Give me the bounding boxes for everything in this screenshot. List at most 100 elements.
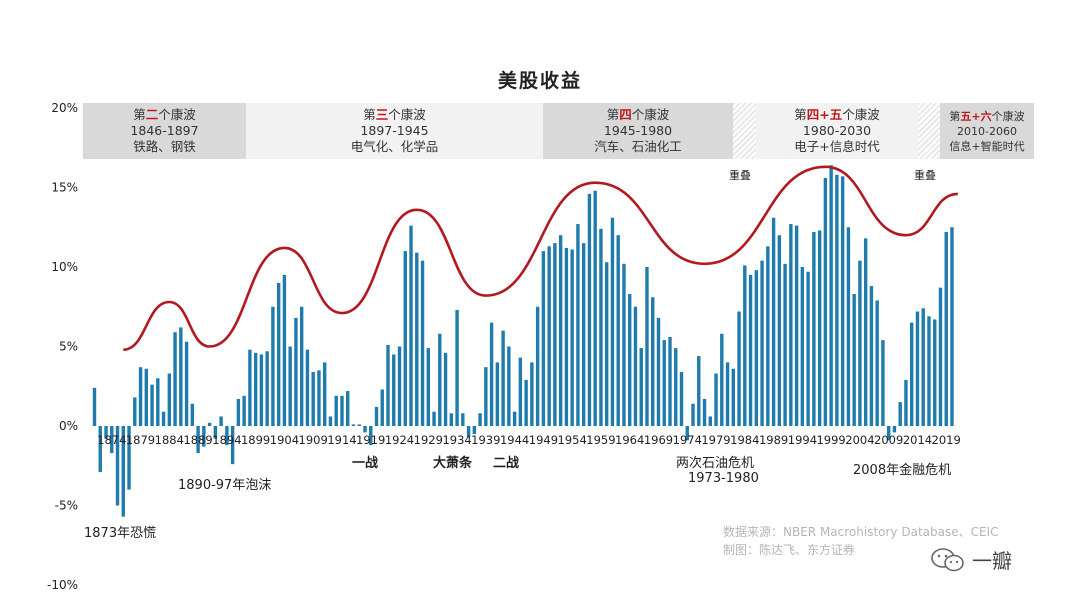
y-tick-label: -5% (55, 499, 78, 513)
bar-1997 (817, 230, 822, 426)
bar-1931 (438, 333, 442, 426)
chart-title: 美股收益 (497, 70, 582, 92)
x-tick-label: 1909 (299, 433, 328, 447)
bar-1880 (144, 368, 148, 426)
y-tick-label: 10% (51, 260, 78, 274)
bar-1927 (415, 252, 419, 426)
x-tick-label: 1999 (816, 433, 845, 447)
bar-1915 (346, 391, 350, 426)
x-tick-label: 1969 (644, 433, 673, 447)
x-tick-label: 1884 (155, 433, 184, 447)
bar-1919 (369, 426, 373, 446)
bar-1874 (110, 426, 114, 454)
bar-1954 (570, 249, 574, 426)
bar-2019 (944, 232, 948, 426)
bar-1875 (115, 426, 120, 506)
bar-1993 (794, 225, 799, 426)
bar-1985 (748, 274, 753, 426)
bar-1934 (455, 309, 459, 426)
bar-1963 (622, 263, 626, 426)
bar-1939 (484, 367, 488, 426)
bar-2003 (852, 294, 856, 426)
bar-1876 (121, 426, 125, 517)
bar-1986 (754, 270, 759, 426)
bar-1950 (547, 246, 551, 426)
wave-box-3: 第三个康波 1897-1945 电气化、化学品 (246, 103, 543, 159)
overlap-hatch-1 (733, 103, 756, 159)
bar-1941 (495, 362, 500, 426)
y-tick-label: 15% (51, 181, 78, 195)
x-tick-label: 1899 (241, 433, 270, 447)
annotation-bubble-1890: 1890-97年泡沫 (178, 478, 272, 493)
bar-1998 (823, 177, 828, 426)
bar-1973 (679, 371, 684, 426)
bar-1897 (242, 395, 246, 426)
bar-1992 (789, 224, 793, 426)
bar-1923 (392, 354, 396, 426)
author-line: 制图：陈达飞、东方证券 (723, 543, 856, 557)
wave-box-5-6: 第五+六个康波 2010-2060 信息+智能时代 (940, 103, 1034, 159)
x-tick-label: 2014 (903, 433, 932, 447)
bar-1944 (512, 411, 517, 426)
annotation-ww2: 二战 (493, 456, 520, 471)
y-tick-label: 5% (59, 340, 78, 354)
bar-2016 (927, 316, 931, 426)
bar-1924 (397, 346, 402, 426)
bar-1984 (743, 265, 747, 426)
bar-1920 (374, 406, 379, 426)
bar-1949 (541, 251, 546, 426)
bar-1968 (651, 297, 655, 426)
kondratiev-wave-trend-line (123, 165, 958, 351)
bar-1952 (558, 235, 563, 426)
x-tick-label: 1929 (414, 433, 443, 447)
bar-1926 (409, 225, 413, 426)
overlap-label-1: 重叠 (729, 169, 751, 182)
wechat-icon (931, 547, 964, 571)
overlap-hatch-2 (918, 103, 940, 159)
bars (92, 165, 954, 517)
x-tick-label: 1889 (183, 433, 212, 447)
bar-1887 (184, 341, 189, 426)
bar-1937 (472, 426, 477, 434)
bar-1961 (610, 217, 615, 426)
bar-1893 (219, 416, 223, 426)
bar-1892 (213, 426, 218, 439)
bar-2004 (858, 260, 862, 426)
source-note: 数据来源：NBER Macrohistory Database、CEIC 制图：… (723, 523, 999, 559)
bar-1914 (340, 395, 344, 426)
y-axis: 20% 15% 10% 5% 0% -5% -10% (47, 101, 78, 592)
bar-1895 (230, 426, 235, 465)
bar-1910 (317, 370, 321, 426)
x-tick-label: 1964 (615, 433, 644, 447)
bar-1878 (133, 397, 137, 426)
bar-1877 (127, 426, 131, 490)
annotation-oil-crisis: 两次石油危机 (676, 456, 755, 471)
bar-2010 (892, 426, 897, 433)
bar-2011 (898, 402, 902, 426)
bar-1886 (179, 327, 183, 426)
annotation-panic-1873: 1873年恐慌 (84, 526, 157, 541)
x-tick-label: 1994 (788, 433, 817, 447)
bar-1972 (674, 348, 678, 426)
x-tick-label: 1939 (471, 433, 500, 447)
x-tick-label: 1989 (759, 433, 788, 447)
bar-1948 (535, 306, 540, 426)
x-tick-label: 1974 (673, 433, 702, 447)
bar-1995 (806, 271, 810, 426)
x-tick-label: 2004 (845, 433, 874, 447)
bar-1900 (259, 354, 264, 426)
bar-1947 (530, 362, 534, 426)
bar-1873 (104, 426, 108, 439)
bar-1918 (363, 426, 367, 433)
x-tick-label: 1879 (126, 433, 155, 447)
bar-1983 (737, 311, 741, 426)
bar-1971 (668, 336, 672, 426)
wave-box-4-5: 第四+五个康波 1980-2030 电子+信息时代 (756, 103, 918, 159)
bar-1996 (812, 232, 816, 426)
bar-1964 (628, 294, 632, 426)
bar-1913 (334, 395, 338, 426)
x-tick-label: 1959 (586, 433, 615, 447)
annotation-ww1: 一战 (352, 456, 379, 471)
bar-1890 (202, 426, 206, 447)
